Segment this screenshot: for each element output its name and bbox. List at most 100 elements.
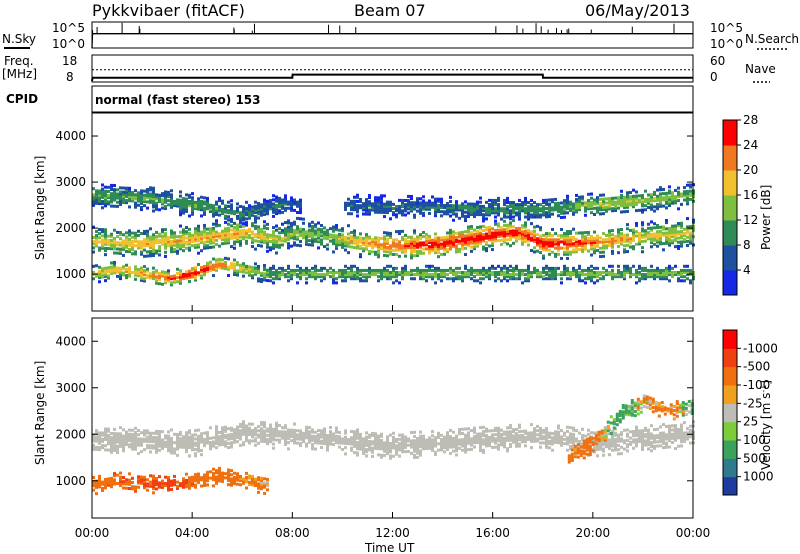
power-cell xyxy=(221,233,224,237)
power-cell xyxy=(170,250,173,254)
power-cell xyxy=(545,264,548,268)
power-cell xyxy=(548,208,551,212)
power-cell xyxy=(668,227,671,231)
power-cell xyxy=(665,268,668,272)
power-cell xyxy=(260,230,263,234)
power-cell xyxy=(278,209,281,213)
power-cell xyxy=(557,205,560,209)
velocity-cell xyxy=(476,438,479,442)
power-cell xyxy=(254,239,257,243)
velocity-cell xyxy=(260,423,263,427)
power-cell xyxy=(533,271,536,275)
velocity-cell xyxy=(548,439,551,443)
power-cell xyxy=(128,243,131,247)
power-cell xyxy=(287,279,290,283)
power-cell xyxy=(134,273,137,277)
power-cell xyxy=(293,271,296,275)
power-cell xyxy=(488,205,491,209)
power-cell xyxy=(383,275,386,279)
power-cell xyxy=(644,197,647,201)
power-cell xyxy=(92,203,95,207)
power-cell xyxy=(575,268,578,272)
power-cell xyxy=(437,251,440,255)
power-cell xyxy=(569,240,572,244)
velocity-cell xyxy=(179,445,182,449)
power-cell xyxy=(440,214,443,218)
power-cell xyxy=(110,185,113,189)
power-cell xyxy=(584,205,587,209)
power-cell xyxy=(215,213,218,217)
power-cell xyxy=(92,246,95,250)
velocity-cell xyxy=(566,425,569,429)
velocity-cell xyxy=(356,430,359,434)
power-cell xyxy=(125,267,128,271)
power-cell xyxy=(431,273,434,277)
power-cell xyxy=(170,199,173,203)
power-cell xyxy=(101,273,104,277)
power-cell xyxy=(491,209,494,213)
power-cell xyxy=(548,273,551,277)
power-cell xyxy=(140,189,143,193)
power-cell xyxy=(146,200,149,204)
power-cell xyxy=(188,234,191,238)
power-cell xyxy=(683,275,686,279)
velocity-cell xyxy=(290,432,293,436)
power-cell xyxy=(662,273,665,277)
power-cell xyxy=(434,207,437,211)
nave-tick-low: 0 xyxy=(710,70,718,84)
power-cell xyxy=(353,199,356,203)
power-cell xyxy=(383,271,386,275)
power-cell xyxy=(254,211,257,215)
power-cell xyxy=(194,272,197,276)
power-cell xyxy=(674,188,677,192)
velocity-cell xyxy=(176,447,179,451)
velocity-cell xyxy=(338,445,341,449)
power-cell xyxy=(320,273,323,277)
power-cell xyxy=(167,203,170,207)
power-cell xyxy=(287,275,290,279)
velocity-cell xyxy=(491,429,494,433)
power-cell xyxy=(269,279,272,283)
power-cell xyxy=(680,221,683,225)
power-cell xyxy=(563,215,566,219)
power-cell xyxy=(170,197,173,201)
velocity-cell xyxy=(299,435,302,439)
power-cell xyxy=(413,243,416,247)
power-cell xyxy=(104,204,107,208)
power-cell xyxy=(131,191,134,195)
velocity-cell xyxy=(470,447,473,451)
power-cell xyxy=(137,240,140,244)
power-cell xyxy=(650,239,653,243)
power-cell xyxy=(482,271,485,275)
power-cell xyxy=(500,226,503,230)
velocity-cell xyxy=(260,433,263,437)
velocity-cell xyxy=(545,433,548,437)
y-tick-label: 1000 xyxy=(55,267,86,281)
power-cell xyxy=(284,235,287,239)
power-cell xyxy=(278,203,281,207)
power-cell xyxy=(323,277,326,281)
power-cell xyxy=(623,240,626,244)
velocity-cell xyxy=(149,444,152,448)
velocity-cell xyxy=(149,437,152,441)
power-cell xyxy=(656,273,659,277)
power-cell xyxy=(140,195,143,199)
power-cell xyxy=(443,242,446,246)
velocity-cell xyxy=(413,449,416,453)
power-cell xyxy=(401,203,404,207)
power-cell xyxy=(539,251,542,255)
power-cell xyxy=(113,265,116,269)
power-cell xyxy=(587,207,590,211)
velocity-cell xyxy=(308,432,311,436)
power-cell xyxy=(629,195,632,199)
power-cell xyxy=(689,189,692,193)
power-cell xyxy=(578,273,581,277)
power-cell xyxy=(266,268,269,272)
power-cell xyxy=(392,238,395,242)
power-cell xyxy=(647,231,650,235)
power-cell xyxy=(365,268,368,272)
velocity-cell xyxy=(515,440,518,444)
velocity-cell xyxy=(305,434,308,438)
power-cell xyxy=(497,224,500,228)
power-cell xyxy=(212,210,215,214)
